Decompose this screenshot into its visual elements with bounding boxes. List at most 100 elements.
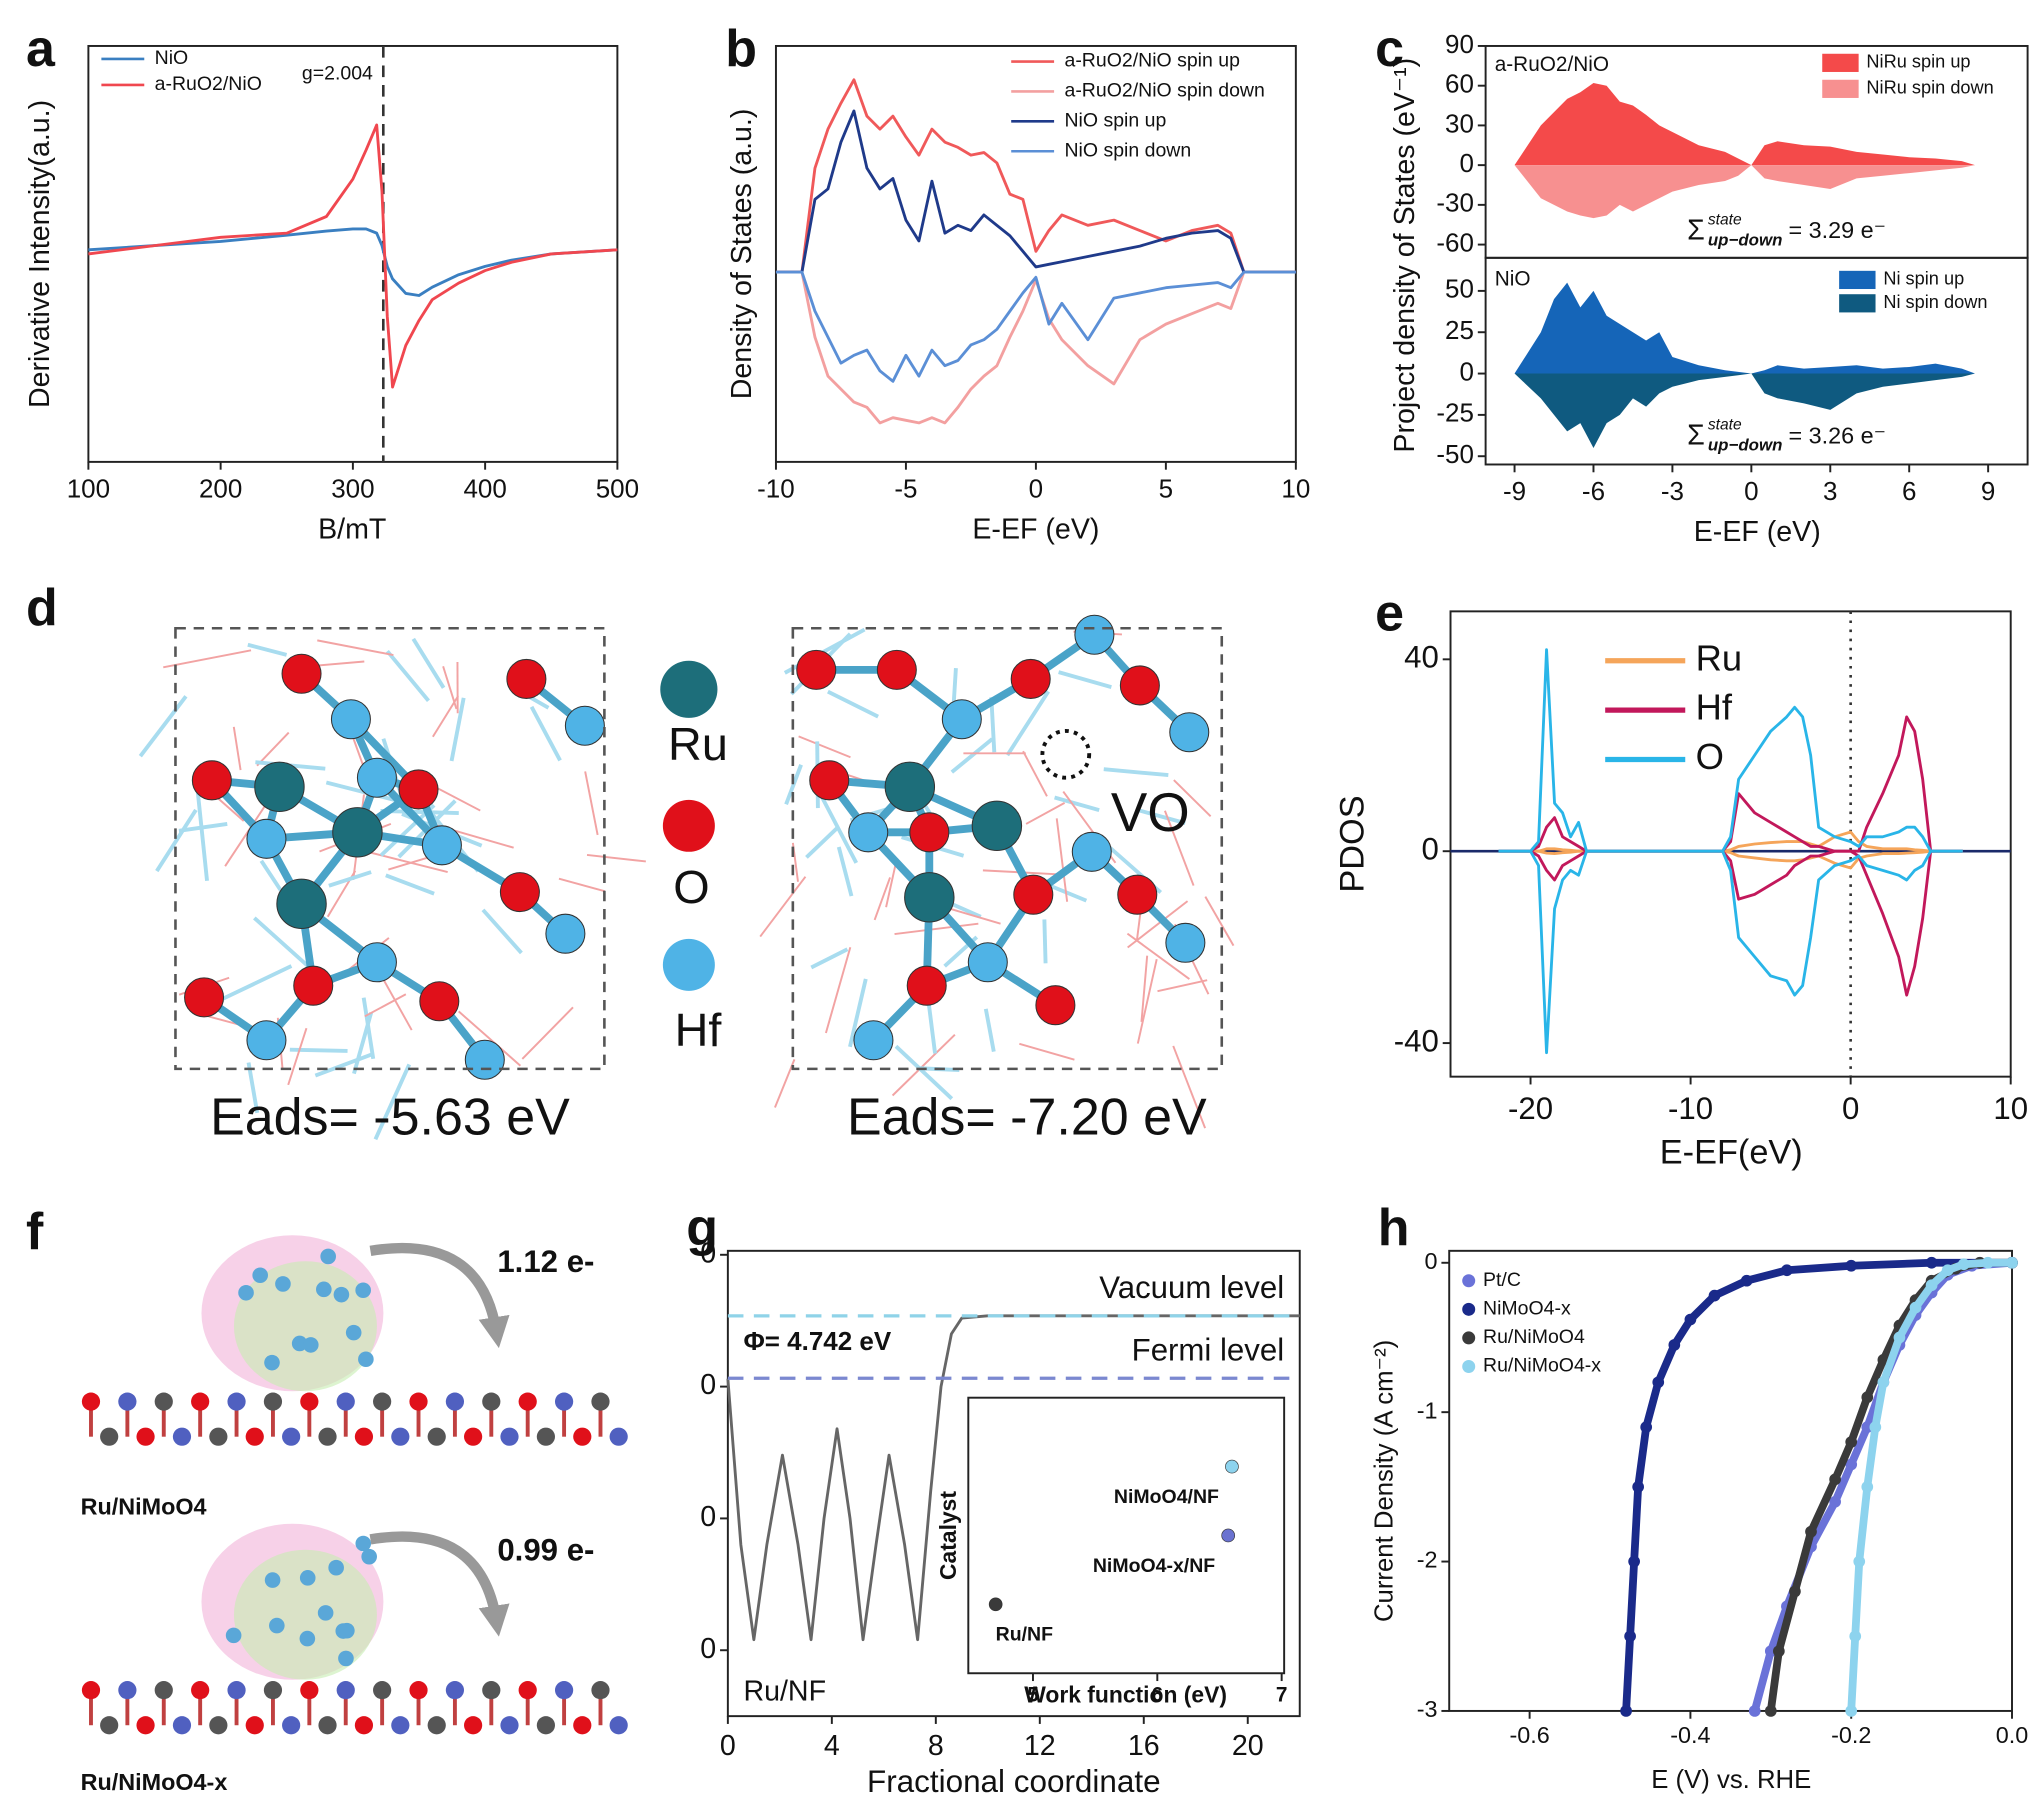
lattice-bond xyxy=(155,808,198,873)
y-tick-label: 0 xyxy=(700,1369,716,1401)
data-point xyxy=(1941,1264,1954,1277)
atom xyxy=(356,757,397,798)
cluster-atom xyxy=(299,1570,316,1586)
atom xyxy=(464,1039,505,1080)
lattice-bond xyxy=(1058,670,1112,689)
atom xyxy=(564,705,605,746)
lattice-bond xyxy=(1005,690,1050,757)
x-tick-label: 200 xyxy=(199,473,242,503)
lattice-bond xyxy=(1103,767,1169,778)
legend-label: NiMoO4-x xyxy=(1483,1297,1571,1319)
panel-letter: e xyxy=(1375,584,1404,642)
slab-atom xyxy=(300,1392,319,1411)
lattice-bond xyxy=(259,859,285,896)
vacancy-circle xyxy=(1040,728,1092,780)
data-point xyxy=(1845,1259,1858,1272)
lattice-bond xyxy=(529,705,562,762)
chart: c 90 60 30 0 -30 -60 Project density of States … xyxy=(1375,20,2029,453)
slab-atom xyxy=(81,1392,101,1411)
slab-atom xyxy=(282,1716,301,1735)
y-tick-label: 90 xyxy=(1445,29,1474,59)
y-axis-label: PDOS xyxy=(1333,795,1371,892)
data-point xyxy=(1764,1645,1777,1658)
slab-atom xyxy=(609,1716,628,1735)
lattice-bond xyxy=(827,689,879,719)
slab-atom xyxy=(427,1427,446,1446)
atom xyxy=(1013,874,1054,915)
lattice-bond xyxy=(385,649,430,702)
lattice-bond xyxy=(458,1010,522,1067)
lattice-bond xyxy=(449,697,466,762)
data-point xyxy=(1829,1473,1841,1486)
atom xyxy=(281,653,322,694)
y-axis-label: Density of States (a.u.) xyxy=(726,109,758,400)
y-tick-label: -2 xyxy=(1417,1547,1438,1573)
sum-superscript: state xyxy=(1708,211,1742,228)
atom xyxy=(809,760,850,801)
y-tick-label: -25 xyxy=(1436,398,1474,428)
data-point xyxy=(1861,1391,1874,1404)
charge-label: 1.12 e- xyxy=(497,1244,594,1279)
x-tick-label: -5 xyxy=(894,473,917,503)
lattice-bond xyxy=(584,771,599,836)
level-label: Vacuum level xyxy=(1099,1270,1284,1305)
sum-value: = 3.29 e⁻ xyxy=(1788,217,1885,243)
data-point xyxy=(1708,1289,1721,1302)
atom xyxy=(1010,658,1051,699)
lattice-bond xyxy=(365,850,448,874)
sum-subscript: up−down xyxy=(1708,436,1783,455)
lattice-bond xyxy=(1126,932,1190,980)
x-tick-label: -3 xyxy=(1661,476,1684,506)
slab-atom xyxy=(136,1427,155,1446)
legend-swatch xyxy=(1822,79,1859,98)
x-tick-label: 300 xyxy=(331,473,374,503)
cluster-atom xyxy=(316,1281,332,1298)
slab-atom xyxy=(282,1427,301,1446)
legend-label: a-RuO2/NiO xyxy=(155,73,262,95)
panel-letter: c xyxy=(1375,20,1404,78)
slab-atom xyxy=(391,1427,410,1446)
data-point xyxy=(988,1597,1003,1612)
cluster-atom xyxy=(225,1627,242,1644)
panel-letter: g xyxy=(686,1199,718,1257)
plot-frame xyxy=(774,44,1297,463)
lattice-bond xyxy=(411,637,446,689)
y-tick-label: 50 xyxy=(1445,274,1474,304)
atom xyxy=(971,800,1023,852)
y-tick-label: -50 xyxy=(1436,439,1474,469)
cluster-atom xyxy=(252,1267,268,1284)
sum-value: = 3.26 e⁻ xyxy=(1788,422,1885,448)
atom xyxy=(545,913,586,954)
panel-letter: h xyxy=(1378,1199,1410,1257)
sum-symbol: Σ xyxy=(1687,214,1705,246)
slab-atom xyxy=(154,1392,173,1411)
slab-atom xyxy=(263,1392,283,1411)
atom xyxy=(967,942,1008,983)
lattice-bond xyxy=(232,726,242,771)
annotation: g=2.004 xyxy=(302,63,373,85)
data-line xyxy=(726,1314,1300,1642)
slab-atom xyxy=(518,1392,537,1411)
lattice-bond xyxy=(385,873,435,896)
slab-atom xyxy=(536,1716,555,1735)
data-point xyxy=(1781,1264,1793,1277)
lattice-bond xyxy=(784,764,803,805)
x-tick-label: 100 xyxy=(67,473,110,503)
data-point xyxy=(1845,1436,1858,1448)
data-line xyxy=(1622,1258,2016,1715)
atom xyxy=(276,878,327,930)
panel-letter: d xyxy=(26,579,58,637)
charge-density xyxy=(233,1549,377,1680)
data-point xyxy=(1982,1256,1994,1269)
y-tick-label: -60 xyxy=(1436,227,1474,257)
cluster-atom xyxy=(339,1622,355,1639)
atom xyxy=(246,818,287,859)
slab-atom xyxy=(591,1392,610,1411)
cell-box xyxy=(174,626,606,1071)
point-label: Ru/NF xyxy=(996,1624,1053,1646)
lattice-bond xyxy=(586,853,646,863)
slab-atom xyxy=(482,1681,501,1700)
lattice-bond xyxy=(824,946,852,1034)
cluster-atom xyxy=(328,1559,344,1576)
chart: h -0.6 -0.4 -0.2 0.0 0 -1 -2 -3 E (V) vs. RHE Curr… xyxy=(1370,1199,2028,1794)
